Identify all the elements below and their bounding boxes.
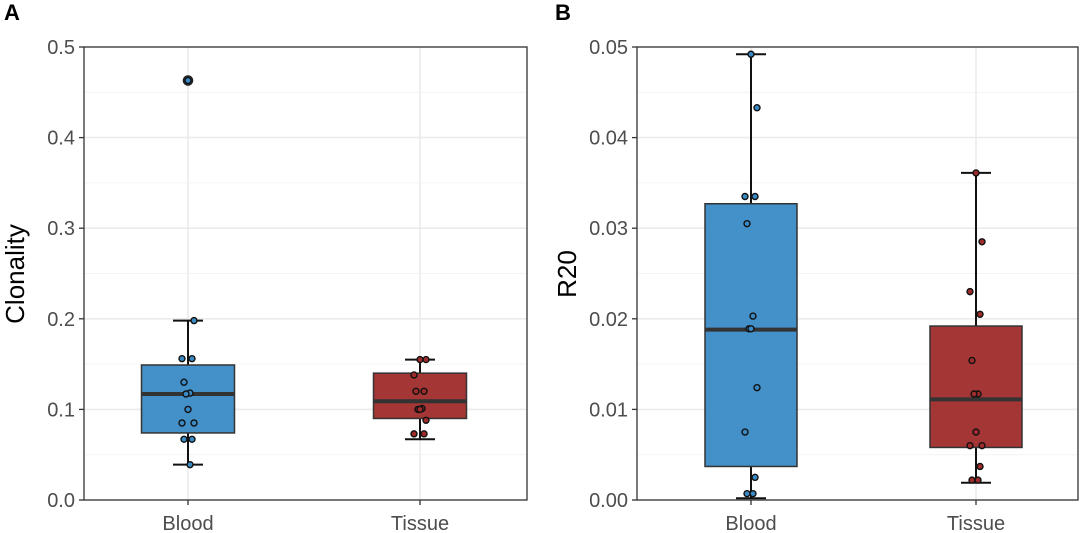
- data-point: [416, 405, 424, 414]
- data-point: [422, 416, 430, 424]
- x-tick-label: Tissue: [391, 513, 449, 533]
- y-tick-label: 0.04: [589, 128, 628, 150]
- data-point: [410, 430, 418, 438]
- plot-frame-a: [83, 46, 528, 501]
- data-point: [747, 325, 755, 333]
- data-point: [968, 476, 976, 484]
- x-tick-label: Tissue: [947, 513, 1005, 533]
- data-point: [978, 238, 986, 246]
- box-blood: [140, 75, 236, 469]
- y-tick-label: 0.03: [589, 218, 628, 240]
- data-point: [182, 390, 190, 398]
- data-point: [753, 383, 761, 392]
- y-tick-label: 0.02: [589, 309, 628, 331]
- data-point: [416, 355, 424, 364]
- data-point: [976, 462, 984, 471]
- y-axis-title-b: R20: [552, 250, 582, 298]
- panel-a: A Clonality 0.0 0.1 0.2 0.3 0.4 0.5 Blood Tiss…: [0, 0, 528, 533]
- y-tick-label: 0.3: [47, 218, 75, 240]
- y-tick-label: 0.0: [47, 490, 75, 512]
- data-point: [976, 310, 984, 318]
- y-tick-label: 0.00: [589, 490, 628, 512]
- x-ticks-a: Blood Tissue: [162, 500, 449, 533]
- y-tick-label: 0.01: [589, 399, 628, 421]
- box-body: [704, 202, 798, 468]
- data-point: [974, 476, 982, 484]
- plot-frame-b: [636, 46, 1079, 501]
- y-tick-label: 0.05: [589, 37, 628, 59]
- data-point: [188, 435, 196, 443]
- data-point: [422, 355, 430, 364]
- x-tick-label: Blood: [162, 513, 213, 533]
- y-axis-title-a: Clonality: [0, 224, 30, 324]
- data-point: [178, 354, 186, 363]
- data-point: [747, 50, 755, 58]
- data-point: [186, 460, 194, 469]
- data-point: [410, 371, 418, 379]
- data-point: [753, 104, 761, 112]
- box-tissue: [929, 169, 1023, 484]
- data-point: [190, 419, 198, 427]
- data-point: [420, 430, 428, 438]
- boxes-a: [140, 75, 468, 469]
- panel-label-a: A: [4, 0, 20, 25]
- x-ticks-b: Blood Tissue: [725, 500, 1005, 533]
- panel-b: B R20 0.00 0.01 0.02 0.03 0.04 0.05 Blood Tiss…: [552, 0, 1079, 533]
- box-blood: [704, 50, 798, 500]
- data-point: [184, 76, 192, 85]
- boxes-b: [704, 50, 1023, 500]
- panel-label-b: B: [555, 0, 571, 25]
- data-point: [743, 219, 751, 228]
- y-tick-label: 0.5: [47, 37, 75, 59]
- data-point: [741, 192, 749, 201]
- data-point: [966, 287, 974, 296]
- y-tick-label: 0.4: [47, 128, 75, 150]
- data-point: [749, 489, 757, 498]
- data-point: [188, 354, 196, 363]
- y-tick-label: 0.2: [47, 309, 75, 331]
- data-point: [970, 390, 978, 398]
- y-ticks-a: 0.0 0.1 0.2 0.3 0.4 0.5: [47, 37, 84, 512]
- data-point: [180, 378, 188, 386]
- data-point: [180, 435, 188, 443]
- data-point: [751, 192, 759, 201]
- data-point: [749, 312, 757, 320]
- data-point: [190, 316, 198, 325]
- data-point: [743, 489, 751, 498]
- box-body: [929, 325, 1023, 449]
- data-point: [972, 169, 980, 177]
- data-point: [751, 473, 759, 482]
- data-point: [420, 387, 428, 395]
- y-ticks-b: 0.00 0.01 0.02 0.03 0.04 0.05: [589, 37, 637, 512]
- data-point: [178, 419, 186, 427]
- box-tissue: [372, 355, 468, 441]
- x-tick-label: Blood: [725, 513, 776, 533]
- box-body: [140, 364, 236, 434]
- data-point: [966, 441, 974, 450]
- data-point: [972, 428, 980, 436]
- y-tick-label: 0.1: [47, 399, 75, 421]
- data-point: [968, 356, 976, 365]
- data-point: [741, 428, 749, 436]
- data-point: [184, 405, 192, 414]
- data-point: [978, 441, 986, 450]
- data-point: [412, 387, 420, 395]
